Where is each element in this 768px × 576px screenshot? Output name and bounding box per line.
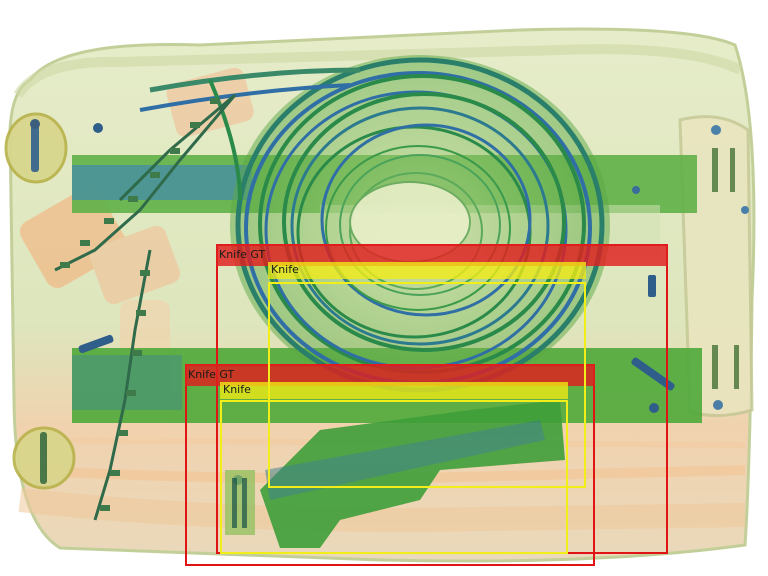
side-handle [678, 115, 754, 417]
gt-label: Knife GT [216, 244, 668, 266]
prediction-label: Knife [220, 382, 568, 399]
prediction-label: Knife [268, 262, 586, 279]
cable-coil [139, 55, 610, 395]
gt-label: Knife GT [185, 364, 595, 386]
zipper-teeth [60, 98, 220, 511]
wheel-bottom-left [12, 426, 76, 490]
prediction-bounding-box [220, 400, 568, 554]
knife-object [225, 400, 565, 548]
wheel-top-left [4, 112, 68, 184]
